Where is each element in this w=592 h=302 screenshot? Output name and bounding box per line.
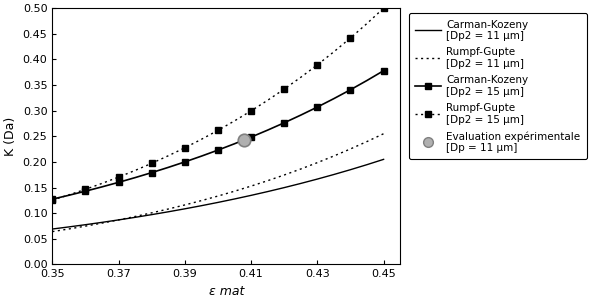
- X-axis label: ε mat: ε mat: [208, 285, 244, 298]
- Legend: Carman-Kozeny
[Dp2 = 11 μm], Rumpf-Gupte
[Dp2 = 11 μm], Carman-Kozeny
[Dp2 = 15 : Carman-Kozeny [Dp2 = 11 μm], Rumpf-Gupte…: [409, 13, 587, 159]
- Y-axis label: K (Da): K (Da): [4, 117, 17, 156]
